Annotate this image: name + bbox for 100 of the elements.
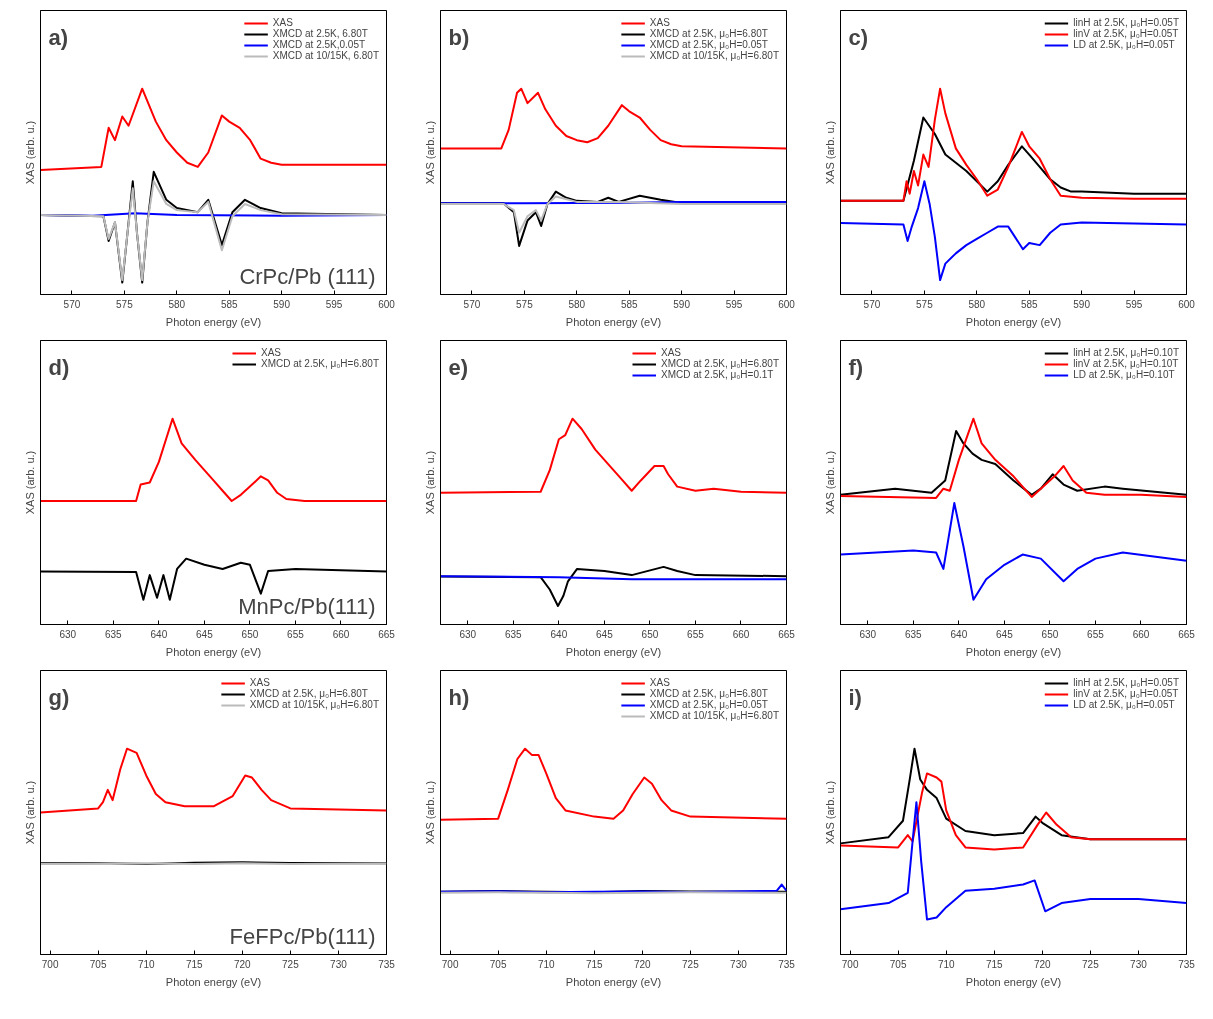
x-tick-label: 640 (150, 628, 168, 640)
x-tick-label: 665 (1178, 628, 1196, 640)
x-tick-label: 590 (273, 298, 291, 310)
y-axis-title: XAS (arb. u.) (423, 120, 436, 185)
legend-label: linV at 2.5K, μ₀H=0.10T (1073, 358, 1179, 369)
chart-title: g) (48, 684, 70, 710)
x-tick-label: 640 (950, 628, 968, 640)
x-tick-label: 660 (1132, 628, 1150, 640)
legend-label: XAS (649, 17, 670, 28)
x-tick-label: 730 (330, 958, 348, 970)
legend-label: linH at 2.5K, μ₀H=0.05T (1073, 677, 1179, 688)
legend-label: linV at 2.5K, μ₀H=0.05T (1073, 28, 1179, 39)
x-tick-label: 715 (185, 958, 204, 970)
x-axis-title: Photon energy (eV) (565, 645, 662, 658)
x-tick-label: 635 (105, 628, 123, 640)
x-tick-label: 700 (841, 958, 859, 970)
x-tick-label: 575 (516, 298, 534, 310)
x-tick-label: 660 (332, 628, 350, 640)
x-tick-label: 730 (1130, 958, 1148, 970)
x-tick-label: 585 (620, 298, 639, 310)
legend-label: XMCD at 2.5K, μ₀H=6.80T (649, 688, 768, 699)
x-tick-label: 705 (889, 958, 907, 970)
chart-title: a) (48, 24, 69, 50)
x-tick-label: 570 (863, 298, 881, 310)
x-axis-title: Photon energy (eV) (965, 645, 1062, 658)
x-tick-label: 600 (778, 298, 796, 310)
y-axis-title: XAS (arb. u.) (23, 120, 36, 185)
chart-title: c) (848, 24, 869, 50)
legend-label: XAS (272, 17, 293, 28)
x-tick-label: 665 (778, 628, 796, 640)
y-axis-title: XAS (arb. u.) (423, 450, 436, 515)
legend-label: XMCD at 10/15K, μ₀H=6.80T (649, 50, 779, 61)
x-tick-label: 725 (282, 958, 300, 970)
x-tick-label: 720 (633, 958, 652, 970)
y-axis-title: XAS (arb. u.) (823, 780, 836, 845)
x-tick-label: 735 (778, 958, 796, 970)
x-tick-label: 635 (505, 628, 523, 640)
legend-label: XAS (249, 677, 270, 688)
x-tick-label: 575 (916, 298, 934, 310)
chart-title: i) (848, 684, 862, 710)
x-tick-label: 595 (1125, 298, 1143, 310)
x-tick-label: 655 (1087, 628, 1105, 640)
annotation: FeFPc/Pb(111) (229, 923, 376, 949)
legend-label: LD at 2.5K, μ₀H=0.05T (1073, 39, 1175, 50)
x-tick-label: 600 (378, 298, 396, 310)
x-tick-label: 700 (41, 958, 59, 970)
chart-title: f) (848, 354, 864, 380)
x-axis-title: Photon energy (eV) (565, 975, 662, 988)
x-tick-label: 590 (673, 298, 691, 310)
x-axis-title: Photon energy (eV) (165, 645, 262, 658)
legend-label: XMCD at 2.5K, 6.80T (272, 28, 368, 39)
y-axis-title: XAS (arb. u.) (823, 450, 836, 515)
legend-label: linV at 2.5K, μ₀H=0.05T (1073, 688, 1179, 699)
x-tick-label: 650 (1041, 628, 1059, 640)
x-axis-title: Photon energy (eV) (165, 315, 262, 328)
x-axis-title: Photon energy (eV) (165, 975, 262, 988)
y-axis-title: XAS (arb. u.) (23, 780, 36, 845)
x-tick-label: 645 (996, 628, 1014, 640)
x-tick-label: 655 (287, 628, 305, 640)
x-tick-label: 725 (682, 958, 700, 970)
legend-label: XMCD at 2.5K,0.05T (272, 39, 366, 50)
chart-title: h) (448, 684, 470, 710)
legend-label: XMCD at 2.5K, μ₀H=6.80T (249, 688, 368, 699)
chart-title: e) (448, 354, 469, 380)
x-tick-label: 650 (241, 628, 259, 640)
annotation: MnPc/Pb(111) (238, 593, 376, 619)
legend-label: XMCD at 2.5K, μ₀H=6.80T (660, 358, 779, 369)
x-tick-label: 630 (59, 628, 77, 640)
x-tick-label: 635 (905, 628, 923, 640)
x-tick-label: 720 (233, 958, 252, 970)
x-tick-label: 650 (641, 628, 659, 640)
legend-label: linH at 2.5K, μ₀H=0.10T (1073, 347, 1179, 358)
x-tick-label: 710 (937, 958, 955, 970)
annotation: CrPc/Pb (111) (239, 263, 376, 289)
legend-label: XMCD at 2.5K, μ₀H=0.05T (649, 699, 768, 710)
x-tick-label: 585 (220, 298, 239, 310)
x-tick-label: 700 (441, 958, 459, 970)
x-axis-title: Photon energy (eV) (565, 315, 662, 328)
x-tick-label: 590 (1073, 298, 1091, 310)
x-tick-label: 585 (1020, 298, 1039, 310)
x-tick-label: 580 (568, 298, 586, 310)
legend-label: XMCD at 10/15K, μ₀H=6.80T (649, 710, 779, 721)
legend-label: XAS (649, 677, 670, 688)
x-tick-label: 570 (463, 298, 481, 310)
x-tick-label: 575 (116, 298, 134, 310)
x-tick-label: 710 (137, 958, 155, 970)
x-tick-label: 595 (325, 298, 343, 310)
x-tick-label: 730 (730, 958, 748, 970)
x-tick-label: 665 (378, 628, 396, 640)
legend-label: XMCD at 2.5K, μ₀H=0.05T (649, 39, 768, 50)
x-tick-label: 595 (725, 298, 743, 310)
legend-label: XMCD at 10/15K, 6.80T (272, 50, 379, 61)
x-tick-label: 580 (168, 298, 186, 310)
legend-label: LD at 2.5K, μ₀H=0.10T (1073, 369, 1175, 380)
x-tick-label: 600 (1178, 298, 1196, 310)
x-tick-label: 640 (550, 628, 568, 640)
x-axis-title: Photon energy (eV) (965, 315, 1062, 328)
x-tick-label: 705 (89, 958, 107, 970)
legend-label: XMCD at 2.5K, μ₀H=6.80T (649, 28, 768, 39)
legend-label: XMCD at 2.5K, μ₀H=0.1T (660, 369, 774, 380)
